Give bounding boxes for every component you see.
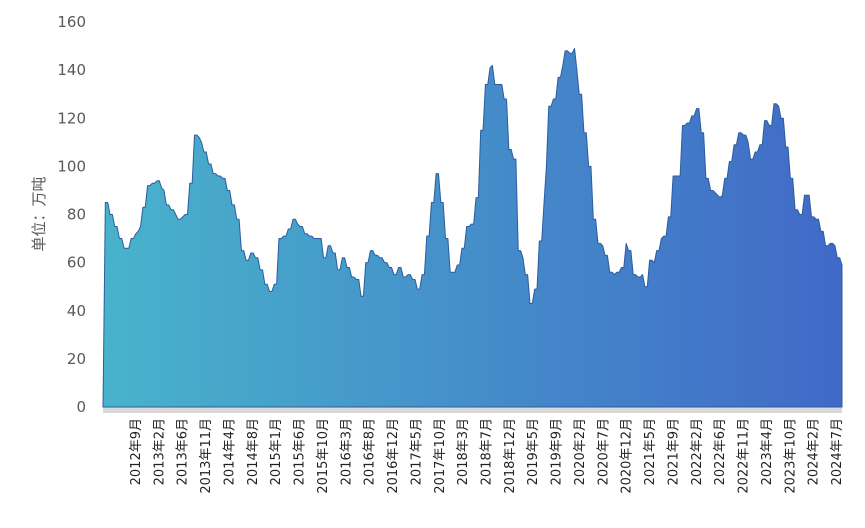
x-tick-label: 2018年12月 (503, 418, 518, 494)
x-tick-label: 2019年5月 (526, 418, 541, 485)
y-axis: 0 20 40 60 80 100 120 140 160 (57, 13, 86, 416)
x-tick-label: 2021年9月 (666, 418, 681, 485)
x-tick-label: 2020年12月 (620, 418, 635, 494)
x-tick-label: 2022年2月 (690, 418, 705, 485)
x-tick-label: 2017年10月 (433, 418, 448, 494)
x-tick-label: 2021年5月 (643, 418, 658, 485)
x-tick-label: 2016年8月 (363, 418, 378, 485)
y-tick-label: 20 (67, 350, 86, 368)
x-tick-label: 2022年6月 (713, 418, 728, 485)
x-tick-label: 2018年7月 (480, 418, 495, 485)
y-tick-label: 160 (57, 13, 86, 31)
x-axis: 2012年9月 2013年2月 2013年6月 2013年11月 2014年4月 2014… (129, 418, 845, 494)
y-axis-label: 单位：万吨 (30, 176, 48, 251)
y-tick-label: 60 (67, 254, 86, 272)
series-layer (102, 47, 843, 408)
x-tick-label: 2019年9月 (550, 418, 565, 485)
y-tick-label: 80 (67, 206, 86, 224)
x-tick-label: 2015年6月 (293, 418, 308, 485)
x-tick-label: 2015年1月 (269, 418, 284, 485)
y-tick-label: 100 (57, 157, 86, 175)
x-tick-label: 2020年7月 (596, 418, 611, 485)
y-tick-label: 120 (57, 109, 86, 127)
y-tick-label: 140 (57, 61, 86, 79)
x-tick-label: 2023年4月 (760, 418, 775, 485)
x-tick-label: 2023年10月 (783, 418, 798, 494)
area-series-path (102, 47, 843, 408)
x-tick-label: 2012年9月 (129, 418, 144, 485)
x-tick-label: 2024年7月 (830, 418, 845, 485)
x-tick-label: 2017年5月 (409, 418, 424, 485)
x-tick-label: 2022年11月 (737, 418, 752, 494)
x-tick-label: 2020年2月 (573, 418, 588, 485)
x-tick-label: 2015年10月 (316, 418, 331, 494)
x-axis-baseline (103, 407, 842, 413)
x-tick-label: 2013年11月 (199, 418, 214, 494)
x-tick-label: 2013年6月 (176, 418, 191, 485)
x-tick-label: 2024年2月 (807, 418, 822, 485)
x-tick-label: 2014年4月 (223, 418, 238, 485)
x-tick-label: 2013年2月 (152, 418, 167, 485)
y-tick-label: 0 (76, 398, 86, 416)
x-tick-label: 2016年3月 (339, 418, 354, 485)
y-tick-label: 40 (67, 302, 86, 320)
x-tick-label: 2018年3月 (456, 418, 471, 485)
x-tick-label: 2016年12月 (386, 418, 401, 494)
x-tick-label: 2014年8月 (246, 418, 261, 485)
